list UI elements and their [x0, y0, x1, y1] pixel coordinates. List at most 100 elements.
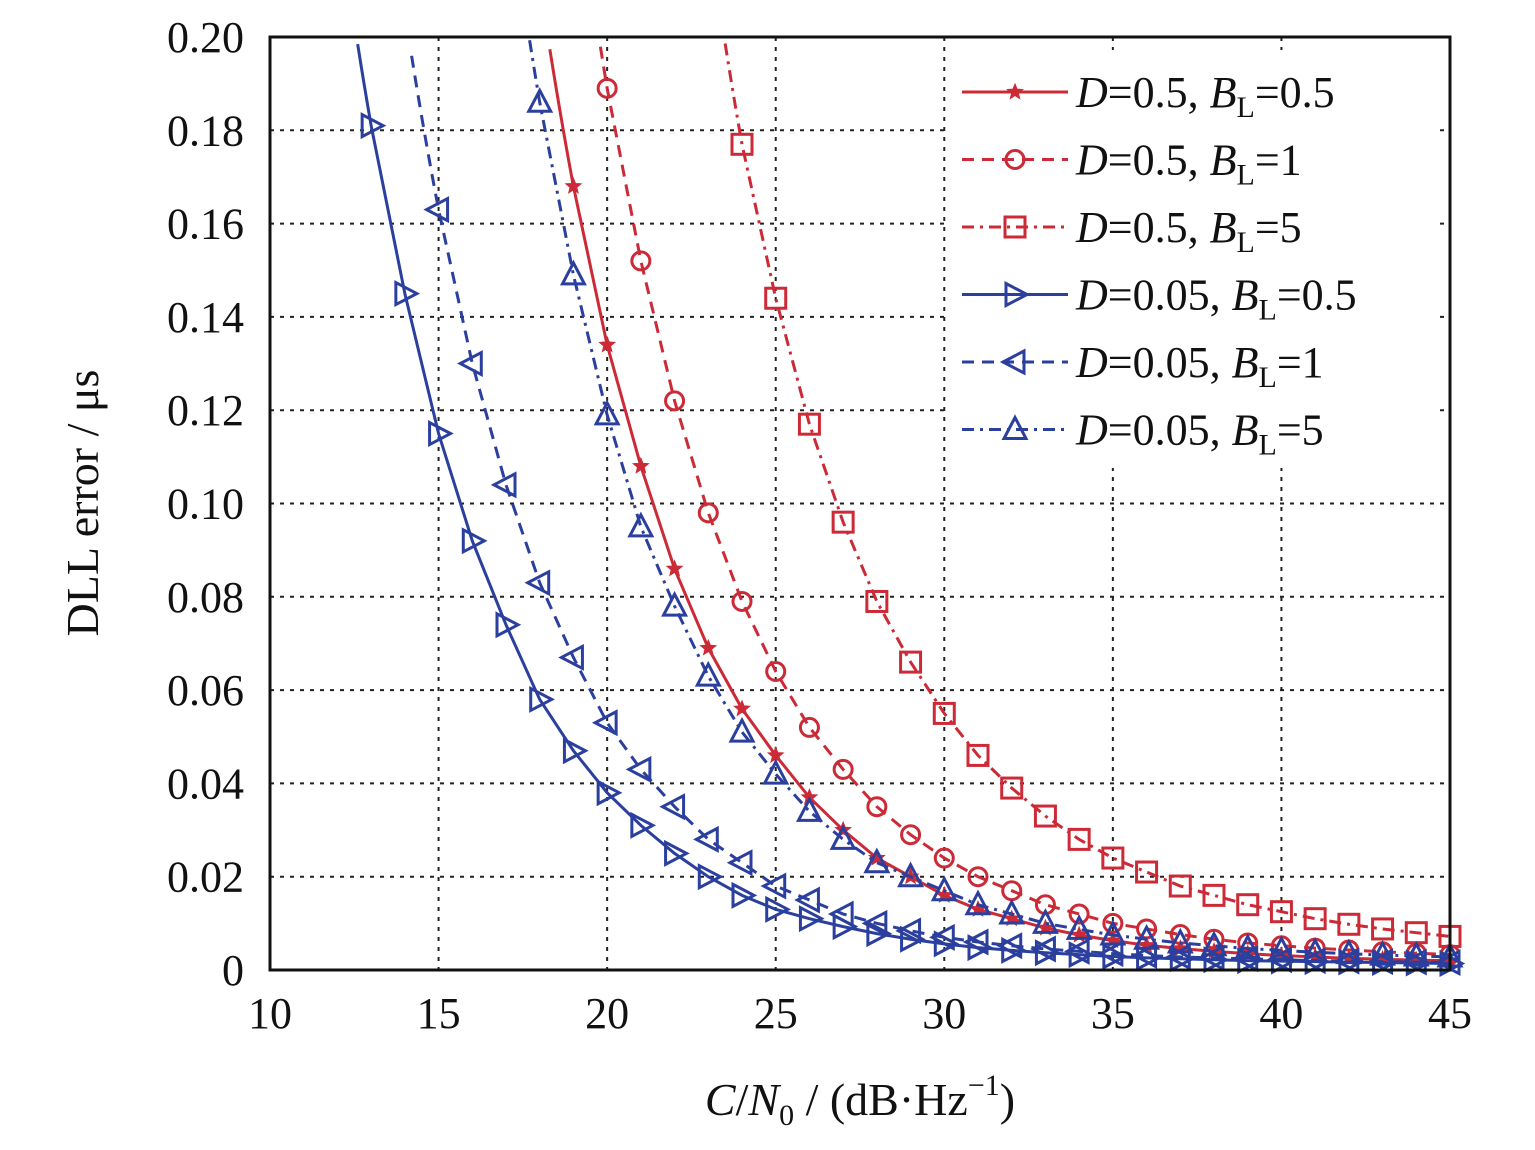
- data-point-triangle-right: [900, 925, 926, 953]
- y-tick-label: 0.20: [167, 13, 244, 62]
- data-point-triangle-up: [1234, 933, 1262, 960]
- legend-label: D=0.05, BL=0.5: [1075, 271, 1357, 327]
- legend-item: D=0.5, BL=0.5: [962, 68, 1335, 124]
- data-point-square: [831, 510, 855, 534]
- x-axis-label-sup: −1: [968, 1069, 1000, 1102]
- series-line: [548, 48, 1451, 963]
- data-point-circle: [1203, 928, 1225, 950]
- data-point-triangle-left: [625, 755, 652, 783]
- data-point-square: [764, 286, 788, 310]
- data-point-triangle-up: [1402, 940, 1430, 967]
- data-point-triangle-up: [829, 824, 857, 850]
- x-tick-label: 15: [417, 989, 461, 1038]
- x-tick-label: 30: [922, 989, 966, 1038]
- legend-label: D=0.5, BL=0.5: [1075, 68, 1335, 124]
- data-point-circle: [731, 590, 753, 612]
- x-axis-label: C/N0 / (dB·Hz−1): [705, 1069, 1015, 1132]
- data-point-square: [1337, 912, 1361, 936]
- data-point-star: [699, 638, 718, 656]
- x-axis-label-c: C: [705, 1074, 737, 1125]
- x-tick-label: 25: [754, 989, 798, 1038]
- data-point-star: [1006, 82, 1024, 100]
- legend-label: D=0.05, BL=5: [1075, 406, 1324, 462]
- y-tick-label: 0.02: [167, 853, 244, 902]
- y-tick-label: 0.08: [167, 573, 244, 622]
- data-point-star: [564, 176, 583, 194]
- x-tick-label: 35: [1091, 989, 1135, 1038]
- data-point-triangle-right: [866, 920, 893, 948]
- data-point-triangle-right: [630, 811, 657, 839]
- data-point-triangle-up: [897, 861, 925, 888]
- data-point-star: [665, 559, 684, 577]
- data-point-circle: [1068, 903, 1090, 925]
- series-3: [723, 43, 1462, 948]
- x-axis-label-slash: /: [736, 1074, 749, 1125]
- data-point-triangle-left: [423, 196, 450, 224]
- data-point-triangle-up: [526, 87, 554, 113]
- x-tick-label: 40: [1259, 989, 1303, 1038]
- data-point-square: [797, 412, 821, 436]
- legend-box: [950, 50, 1440, 468]
- data-point-circle: [832, 758, 854, 780]
- data-point-triangle-right: [461, 527, 488, 555]
- data-point-square: [899, 650, 923, 674]
- data-point-triangle-right: [664, 839, 690, 867]
- data-point-circle: [697, 502, 719, 524]
- data-point-triangle-left: [693, 825, 719, 853]
- legend-item: D=0.05, BL=0.5: [962, 271, 1357, 327]
- data-point-triangle-up: [627, 511, 655, 538]
- y-tick-label: 0.10: [167, 480, 244, 529]
- data-point-triangle-left: [659, 793, 686, 821]
- data-point-triangle-left: [827, 900, 854, 928]
- data-point-triangle-left: [996, 932, 1023, 960]
- data-point-triangle-up: [1200, 930, 1228, 957]
- series-6: [526, 40, 1464, 968]
- data-point-star: [598, 335, 617, 353]
- data-point-triangle-right: [697, 863, 724, 891]
- data-point-triangle-right: [1004, 281, 1031, 308]
- data-point-circle: [967, 866, 989, 888]
- series-line: [598, 46, 1451, 957]
- y-tick-labels: 0 0.02 0.04 0.06 0.08 0.10 0.12 0.14 0.16 0.18 0.2…: [167, 13, 244, 995]
- data-point-circle: [900, 824, 922, 846]
- y-tick-label: 0.14: [167, 293, 244, 342]
- legend-item: D=0.05, BL=1: [962, 338, 1324, 394]
- data-point-triangle-left: [591, 709, 618, 737]
- data-point-triangle-right: [562, 737, 589, 765]
- data-point-triangle-up: [998, 898, 1026, 925]
- plot-frame: [268, 35, 1452, 972]
- data-point-square: [1101, 846, 1125, 870]
- y-tick-label: 0.18: [167, 106, 244, 155]
- legend-label: D=0.5, BL=1: [1075, 136, 1302, 192]
- data-point-triangle-left: [726, 849, 753, 877]
- data-point-triangle-left: [999, 348, 1026, 376]
- data-point-square: [1303, 907, 1327, 931]
- data-point-triangle-left: [1097, 940, 1124, 968]
- data-point-triangle-left: [861, 909, 888, 937]
- y-tick-label: 0.06: [167, 666, 244, 715]
- data-point-star: [733, 699, 751, 717]
- data-point-triangle-right: [360, 112, 387, 140]
- data-point-square: [730, 132, 754, 156]
- data-point-square: [1269, 900, 1293, 924]
- data-point-square: [1168, 874, 1192, 898]
- data-point-triangle-right: [1068, 941, 1095, 969]
- legend-item: D=0.5, BL=5: [962, 203, 1302, 259]
- data-point-triangle-right: [765, 895, 791, 923]
- data-point-triangle-up: [661, 590, 689, 617]
- x-tick-label: 10: [248, 989, 292, 1038]
- data-point-triangle-left: [457, 350, 483, 378]
- data-point-triangle-right: [495, 611, 522, 639]
- data-point-triangle-left: [1030, 935, 1056, 963]
- data-point-star: [867, 848, 886, 866]
- data-point-triangle-left: [1198, 944, 1225, 972]
- x-axis-label-n: N: [747, 1074, 781, 1125]
- data-point-triangle-left: [794, 886, 820, 914]
- y-tick-label: 0.04: [167, 759, 244, 808]
- data-point-circle: [664, 390, 686, 412]
- x-axis-label-close: ): [1000, 1074, 1015, 1125]
- data-point-circle: [933, 847, 955, 869]
- data-point-triangle-up: [1099, 919, 1127, 946]
- data-point-square: [1202, 883, 1226, 907]
- data-point-triangle-up: [795, 796, 823, 822]
